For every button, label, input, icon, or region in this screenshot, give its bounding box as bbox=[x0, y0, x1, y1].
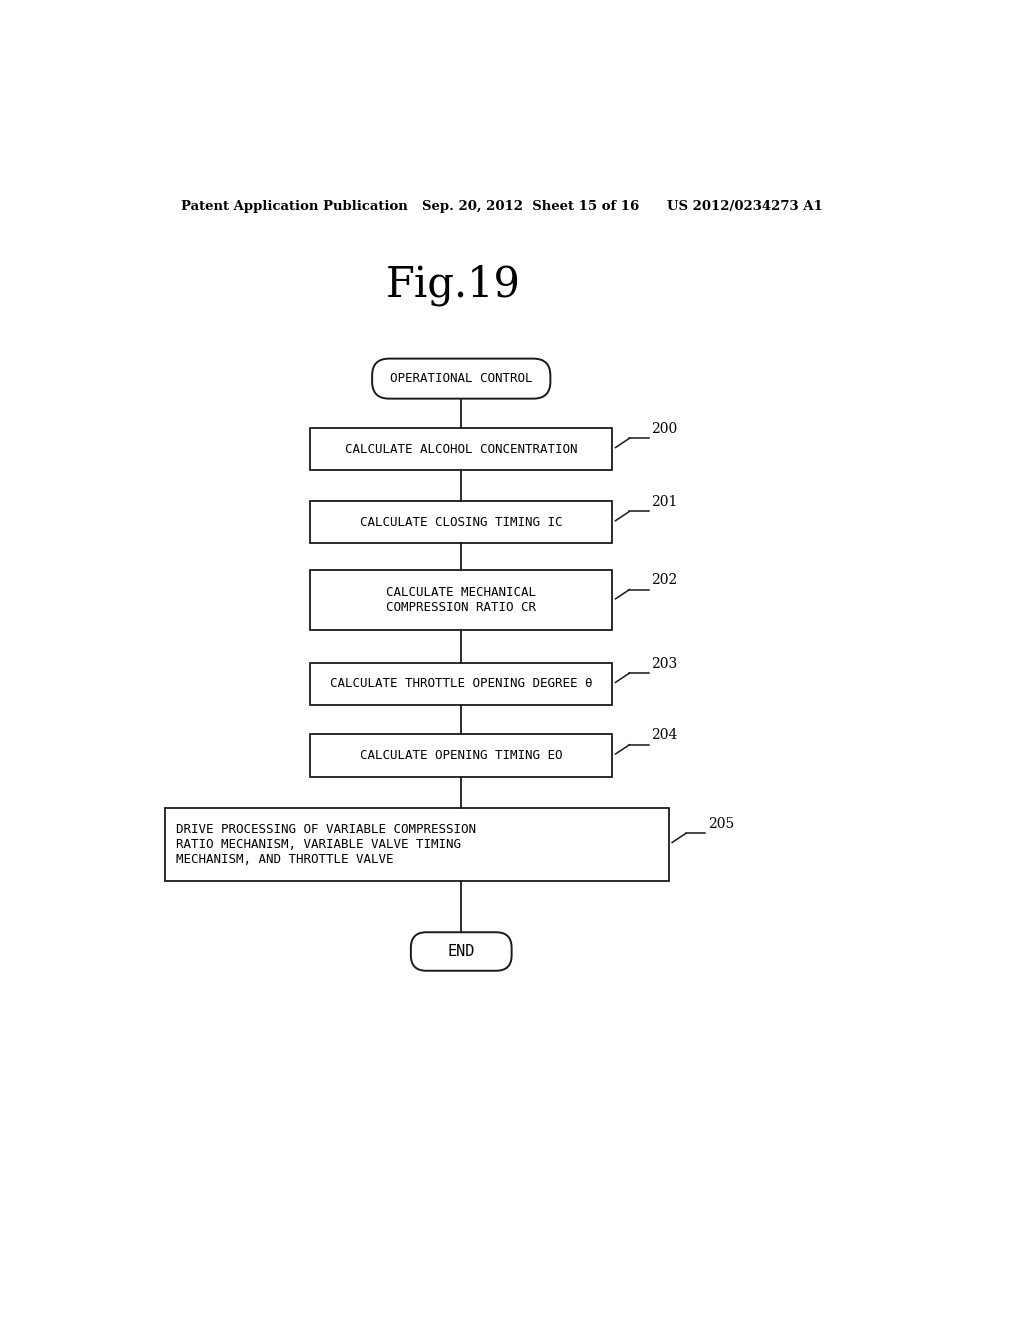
Bar bbox=[310, 428, 612, 470]
Text: Sep. 20, 2012  Sheet 15 of 16: Sep. 20, 2012 Sheet 15 of 16 bbox=[423, 199, 640, 213]
Bar bbox=[165, 808, 669, 880]
Bar bbox=[310, 734, 612, 776]
Text: Patent Application Publication: Patent Application Publication bbox=[180, 199, 408, 213]
Text: 204: 204 bbox=[651, 729, 678, 742]
Text: DRIVE PROCESSING OF VARIABLE COMPRESSION
RATIO MECHANISM, VARIABLE VALVE TIMING
: DRIVE PROCESSING OF VARIABLE COMPRESSION… bbox=[176, 822, 476, 866]
Text: END: END bbox=[447, 944, 475, 960]
Text: Fig.19: Fig.19 bbox=[386, 264, 521, 306]
Text: US 2012/0234273 A1: US 2012/0234273 A1 bbox=[667, 199, 822, 213]
Text: 202: 202 bbox=[651, 573, 677, 587]
Text: 200: 200 bbox=[651, 422, 677, 436]
Bar bbox=[310, 663, 612, 705]
Bar bbox=[310, 502, 612, 544]
Text: OPERATIONAL CONTROL: OPERATIONAL CONTROL bbox=[390, 372, 532, 385]
Text: CALCULATE MECHANICAL
COMPRESSION RATIO CR: CALCULATE MECHANICAL COMPRESSION RATIO C… bbox=[386, 586, 537, 614]
Text: 203: 203 bbox=[651, 657, 677, 671]
Bar bbox=[310, 570, 612, 631]
Text: CALCULATE CLOSING TIMING IC: CALCULATE CLOSING TIMING IC bbox=[360, 516, 562, 529]
Text: CALCULATE OPENING TIMING EO: CALCULATE OPENING TIMING EO bbox=[360, 748, 562, 762]
Text: 201: 201 bbox=[651, 495, 678, 510]
Text: CALCULATE THROTTLE OPENING DEGREE θ: CALCULATE THROTTLE OPENING DEGREE θ bbox=[330, 677, 593, 690]
Text: CALCULATE ALCOHOL CONCENTRATION: CALCULATE ALCOHOL CONCENTRATION bbox=[345, 442, 578, 455]
Text: 205: 205 bbox=[708, 817, 734, 832]
